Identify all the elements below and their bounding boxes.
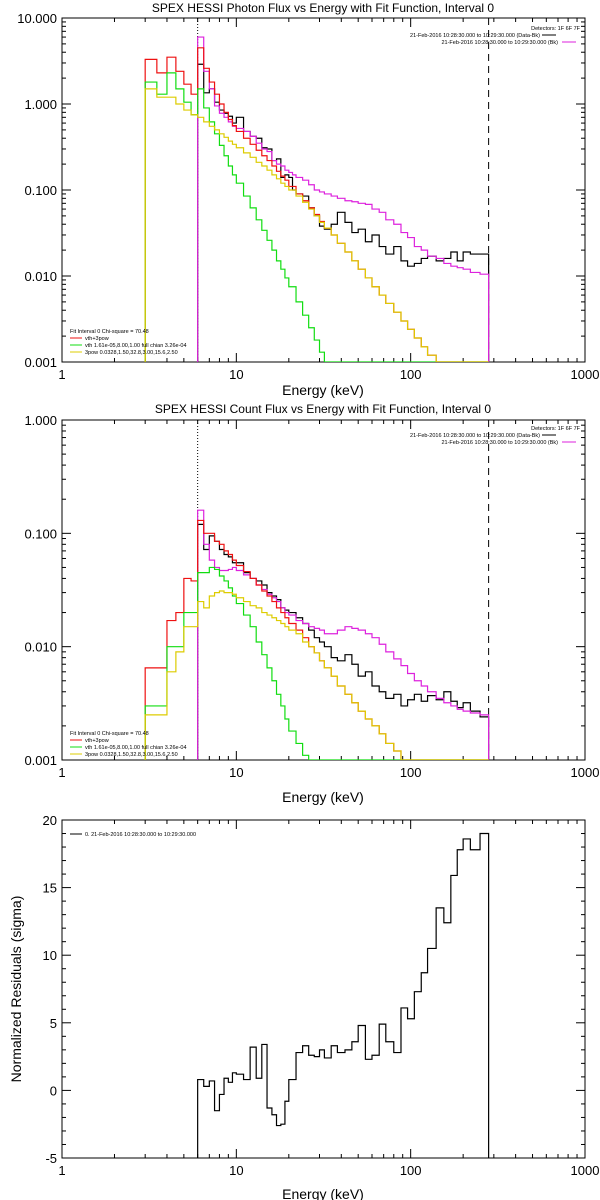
x-tick-label: 10	[229, 765, 243, 780]
legend-text: vth 1.61e-05,8.00,1.00 full chian 3.26e-…	[85, 343, 187, 349]
legend-top-left: 0. 21-Feb-2016 10:28:30.000 to 10:29:30.…	[70, 832, 196, 838]
series-line-4	[144, 590, 489, 760]
legend-text: 21-Feb-2016 10:28:30.000 to 10:29:30.000…	[441, 440, 558, 446]
x-tick-label: 10	[229, 1163, 243, 1178]
y-tick-label: 1.000	[24, 413, 57, 428]
legend-top-right: Detectors: 1F 6F 7F 21-Feb-2016 10:28:30…	[410, 426, 581, 446]
y-tick-label: 0.001	[24, 753, 57, 768]
x-tick-label: 1	[58, 1163, 65, 1178]
x-tick-label: 100	[400, 367, 422, 382]
y-tick-label: 0.001	[24, 355, 57, 370]
legend-text: 21-Feb-2016 10:28:30.000 to 10:29:30.000…	[410, 33, 540, 39]
x-tick-label: 1000	[571, 765, 600, 780]
y-axis-label: Normalized Residuals (sigma)	[8, 896, 24, 1083]
legend-bottom-left: Fit Interval 0 Chi-square = 70.48 vth+3p…	[70, 329, 187, 356]
x-axis-label: Energy (keV)	[282, 1186, 364, 1200]
y-tick-label: 0.100	[24, 183, 57, 198]
x-axis-label: Energy (keV)	[282, 382, 364, 398]
count-flux-panel: SPEX HESSI Count Flux vs Energy with Fit…	[24, 402, 599, 805]
legend-text: 21-Feb-2016 10:28:30.000 to 10:29:30.000…	[441, 40, 558, 46]
plot-frame	[61, 419, 586, 761]
legend-text: 0. 21-Feb-2016 10:28:30.000 to 10:29:30.…	[85, 832, 196, 838]
legend-text: 3pow 0.0328,1.50,32.8,3.00,15.6,2.50	[85, 752, 178, 758]
panel-title: SPEX HESSI Photon Flux vs Energy with Fi…	[152, 1, 494, 15]
y-tick-label: 0	[50, 1083, 57, 1098]
x-tick-label: 1000	[571, 1163, 600, 1178]
plot-frame	[61, 17, 586, 363]
y-tick-label: 15	[43, 881, 57, 896]
y-tick-label: 5	[50, 1016, 57, 1031]
series-line-2	[144, 47, 489, 362]
y-tick-label: 10.000	[17, 11, 57, 26]
series-line-2	[144, 519, 489, 760]
legend-text: vth+3pow	[85, 738, 109, 744]
legend-text: vth+3pow	[85, 336, 109, 342]
legend-top-right: Detectors: 1F 6F 7F 21-Feb-2016 10:28:30…	[410, 26, 581, 46]
legend-text: 21-Feb-2016 10:28:30.000 to 10:29:30.000…	[410, 433, 540, 439]
panel-title: SPEX HESSI Count Flux vs Energy with Fit…	[155, 402, 491, 416]
legend-bottom-left: Fit Interval 0 Chi-square = 70.48 vth+3p…	[70, 731, 187, 758]
residuals-panel: 1 10 100 1000 -5 0 5 10 15 20 Energy (keV) Normal…	[8, 813, 599, 1200]
x-tick-label: 1000	[571, 367, 600, 382]
x-tick-label: 1	[58, 765, 65, 780]
series-line-0	[197, 63, 490, 362]
series-line-1	[197, 509, 490, 760]
series-line-1	[197, 36, 490, 362]
legend-text: Detectors: 1F 6F 7F	[531, 426, 581, 432]
legend-text: Fit Interval 0 Chi-square = 70.48	[70, 329, 149, 335]
legend-text: vth 1.61e-05,8.00,1.00 full chian 3.26e-…	[85, 745, 187, 751]
y-tick-label: 1.000	[24, 97, 57, 112]
plot-frame	[61, 819, 586, 1159]
y-tick-label: 0.010	[24, 269, 57, 284]
x-tick-label: 100	[400, 1163, 422, 1178]
y-tick-label: 0.010	[24, 640, 57, 655]
y-tick-label: 10	[43, 948, 57, 963]
x-tick-label: 100	[400, 765, 422, 780]
x-tick-label: 10	[229, 367, 243, 382]
legend-text: 3pow 0.0328,1.50,32.8,3.00,15.6,2.50	[85, 350, 178, 356]
series-line-3	[144, 72, 489, 362]
y-tick-label: 20	[43, 813, 57, 828]
legend-text: Detectors: 1F 6F 7F	[531, 26, 581, 32]
x-axis-label: Energy (keV)	[282, 789, 364, 805]
series-line-0	[197, 832, 490, 1158]
series-line-0	[197, 523, 490, 760]
y-tick-label: 0.100	[24, 526, 57, 541]
y-tick-label: -5	[45, 1151, 57, 1166]
series-line-4	[144, 88, 489, 362]
legend-text: Fit Interval 0 Chi-square = 70.48	[70, 731, 149, 737]
series-line-3	[144, 566, 489, 760]
x-tick-label: 1	[58, 367, 65, 382]
photon-flux-panel: SPEX HESSI Photon Flux vs Energy with Fi…	[17, 1, 599, 398]
